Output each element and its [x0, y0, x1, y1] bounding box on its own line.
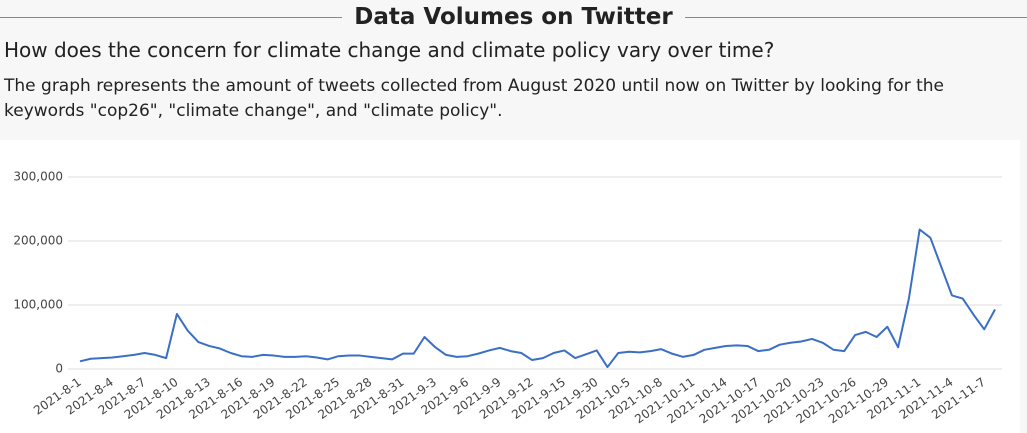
header: Data Volumes on Twitter [0, 0, 1027, 34]
line [79, 228, 996, 369]
question: How does the concern for climate change … [4, 38, 775, 62]
rule [0, 16, 343, 18]
rule [684, 16, 1027, 18]
description: The graph represents the amount of tweet… [4, 76, 944, 121]
y-tick-label: 200,000 [13, 234, 63, 248]
y-tick-label: 100,000 [13, 298, 63, 312]
y-tick-label: 0 [55, 362, 63, 376]
y-tick-label: 300,000 [13, 170, 63, 184]
chart: 0100,000200,000300,0002021-8-12021-8-420… [0, 140, 1020, 433]
title: Data Volumes on Twitter [354, 4, 673, 30]
